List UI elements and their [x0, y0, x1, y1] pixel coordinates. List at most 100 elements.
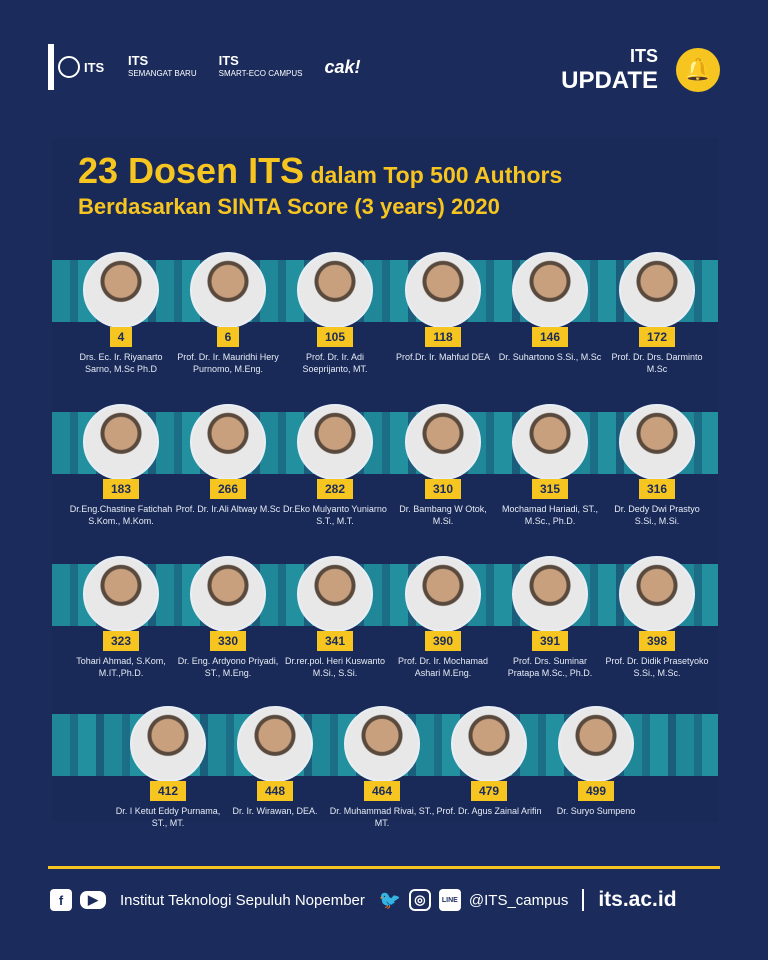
pattern-band — [52, 260, 718, 322]
author-photo — [190, 404, 266, 480]
rank-badge: 315 — [531, 479, 569, 499]
author-card: 266 Prof. Dr. Ir.Ali Altway M.Sc — [174, 404, 282, 515]
author-photo — [619, 404, 695, 480]
its-logo: ITS — [48, 44, 106, 90]
author-card: 448 Dr. Ir. Wirawan, DEA. — [221, 706, 329, 817]
author-name: Drs. Ec. Ir. Riyanarto Sarno, M.Sc Ph.D — [79, 352, 163, 374]
author-name: Dr. I Ketut Eddy Purnama, ST., MT. — [115, 806, 221, 828]
rank-badge: 105 — [316, 327, 354, 347]
author-name: Dr.Eng.Chastine Fatichah S.Kom., M.Kom. — [69, 504, 173, 526]
twitter-icon[interactable]: 🐦 — [378, 889, 402, 910]
author-card: 412 Dr. I Ketut Eddy Purnama, ST., MT. — [114, 706, 222, 829]
bell-icon: 🔔 — [676, 48, 720, 92]
semangat-baru-logo: ITS SEMANGAT BARU — [128, 53, 197, 78]
author-card: 105 Prof. Dr. Ir. Adi Soeprijanto, MT. — [281, 252, 389, 375]
author-name: Dr. Suhartono S.Si., M.Sc — [498, 352, 602, 362]
headline: 23 Dosen ITS dalam Top 500 Authors Berda… — [78, 150, 563, 219]
rank-badge: 341 — [316, 631, 354, 651]
rank-badge: 323 — [102, 631, 140, 651]
rank-badge: 282 — [316, 479, 354, 499]
author-photo — [405, 252, 481, 328]
instagram-icon[interactable]: ◎ — [408, 889, 431, 911]
author-photo — [83, 556, 159, 632]
author-photo — [190, 556, 266, 632]
rank-badge: 398 — [638, 631, 676, 651]
author-photo — [237, 706, 313, 782]
rank-badge: 6 — [216, 327, 240, 347]
rank-badge: 118 — [425, 327, 461, 347]
author-photo — [344, 706, 420, 782]
rank-badge: 146 — [531, 327, 569, 347]
pattern-band — [52, 564, 718, 626]
author-photo — [297, 556, 373, 632]
author-name: Dr. Dedy Dwi Prastyo S.Si., M.Si. — [614, 504, 700, 526]
author-photo — [558, 706, 634, 782]
rank-badge: 479 — [470, 781, 508, 801]
institution-name: Institut Teknologi Sepuluh Nopember — [120, 891, 365, 909]
author-name: Dr.rer.pol. Heri Kuswanto M.Si., S.Si. — [284, 656, 386, 678]
author-photo — [405, 404, 481, 480]
author-photo — [297, 252, 373, 328]
rank-badge: 390 — [424, 631, 462, 651]
author-card: 499 Dr. Suryo Sumpeno — [542, 706, 650, 817]
author-photo — [297, 404, 373, 480]
rank-badge: 391 — [531, 631, 569, 651]
author-card: 479 Prof. Dr. Agus Zainal Arifin — [435, 706, 543, 817]
footer-divider — [48, 866, 720, 869]
separator — [582, 889, 585, 911]
author-card: 146 Dr. Suhartono S.Si., M.Sc — [496, 252, 604, 363]
author-name: Mochamad Hariadi, ST., M.Sc., Ph.D. — [501, 504, 599, 526]
author-card: 323 Tohari Ahmad, S.Kom, M.IT.,Ph.D. — [67, 556, 175, 679]
pattern-band — [52, 412, 718, 474]
author-photo — [405, 556, 481, 632]
partner-logos: ITS ITS SEMANGAT BARU ITS SMART-ECO CAMPUS… — [48, 44, 361, 90]
author-card: 390 Prof. Dr. Ir. Mochamad Ashari M.Eng. — [389, 556, 497, 679]
author-photo — [130, 706, 206, 782]
author-card: 282 Dr.Eko Mulyanto Yuniarno S.T., M.T. — [281, 404, 389, 527]
rank-badge: 448 — [256, 781, 294, 801]
rank-badge: 310 — [424, 479, 462, 499]
rank-badge: 464 — [363, 781, 401, 801]
author-card: 341 Dr.rer.pol. Heri Kuswanto M.Si., S.S… — [281, 556, 389, 679]
rank-badge: 266 — [209, 479, 247, 499]
author-name: Prof. Drs. Suminar Pratapa M.Sc., Ph.D. — [507, 656, 593, 678]
author-photo — [512, 252, 588, 328]
author-card: 398 Prof. Dr. Didik Prasetyoko S.Si., M.… — [603, 556, 711, 679]
author-name: Prof.Dr. Ir. Mahfud DEA — [395, 352, 491, 362]
author-card: 4 Drs. Ec. Ir. Riyanarto Sarno, M.Sc Ph.… — [67, 252, 175, 375]
facebook-icon[interactable]: f — [50, 889, 72, 911]
author-name: Dr. Muhammad Rivai, ST., MT. — [329, 806, 435, 828]
rank-badge: 4 — [109, 327, 133, 347]
line-icon[interactable]: LINE — [438, 889, 461, 911]
author-name: Prof. Dr. Ir. Mauridhi Hery Purnomo, M.E… — [177, 352, 279, 374]
author-card: 6 Prof. Dr. Ir. Mauridhi Hery Purnomo, M… — [174, 252, 282, 375]
website-link[interactable]: its.ac.id — [598, 888, 677, 911]
author-card: 118 Prof.Dr. Ir. Mahfud DEA — [389, 252, 497, 363]
author-card: 315 Mochamad Hariadi, ST., M.Sc., Ph.D. — [496, 404, 604, 527]
rank-badge: 330 — [209, 631, 247, 651]
author-photo — [512, 404, 588, 480]
author-name: Prof. Dr. Agus Zainal Arifin — [436, 806, 542, 816]
author-photo — [83, 252, 159, 328]
author-name: Prof. Dr. Ir.Ali Altway M.Sc — [175, 504, 281, 514]
author-card: 316 Dr. Dedy Dwi Prastyo S.Si., M.Si. — [603, 404, 711, 527]
footer: f ▶ Institut Teknologi Sepuluh Nopember … — [50, 888, 720, 912]
author-card: 183 Dr.Eng.Chastine Fatichah S.Kom., M.K… — [67, 404, 175, 527]
author-name: Prof. Dr. Didik Prasetyoko S.Si., M.Sc. — [605, 656, 709, 678]
author-photo — [451, 706, 527, 782]
author-photo — [619, 556, 695, 632]
author-card: 330 Dr. Eng. Ardyono Priyadi, ST., M.Eng… — [174, 556, 282, 679]
author-name: Tohari Ahmad, S.Kom, M.IT.,Ph.D. — [76, 656, 166, 678]
youtube-icon[interactable]: ▶ — [80, 891, 106, 909]
author-name: Dr. Bambang W Otok, M.Si. — [399, 504, 487, 526]
its-update-label: ITS UPDATE — [561, 46, 658, 94]
author-photo — [190, 252, 266, 328]
author-card: 310 Dr. Bambang W Otok, M.Si. — [389, 404, 497, 527]
author-name: Dr. Suryo Sumpeno — [556, 806, 636, 816]
social-handle[interactable]: @ITS_campus — [468, 891, 569, 909]
author-name: Prof. Dr. Drs. Darminto M.Sc — [611, 352, 703, 374]
author-card: 172 Prof. Dr. Drs. Darminto M.Sc — [603, 252, 711, 375]
author-name: Dr. Eng. Ardyono Priyadi, ST., M.Eng. — [177, 656, 279, 678]
author-card: 391 Prof. Drs. Suminar Pratapa M.Sc., Ph… — [496, 556, 604, 679]
arek-its-cak-logo: cak! — [324, 56, 361, 77]
